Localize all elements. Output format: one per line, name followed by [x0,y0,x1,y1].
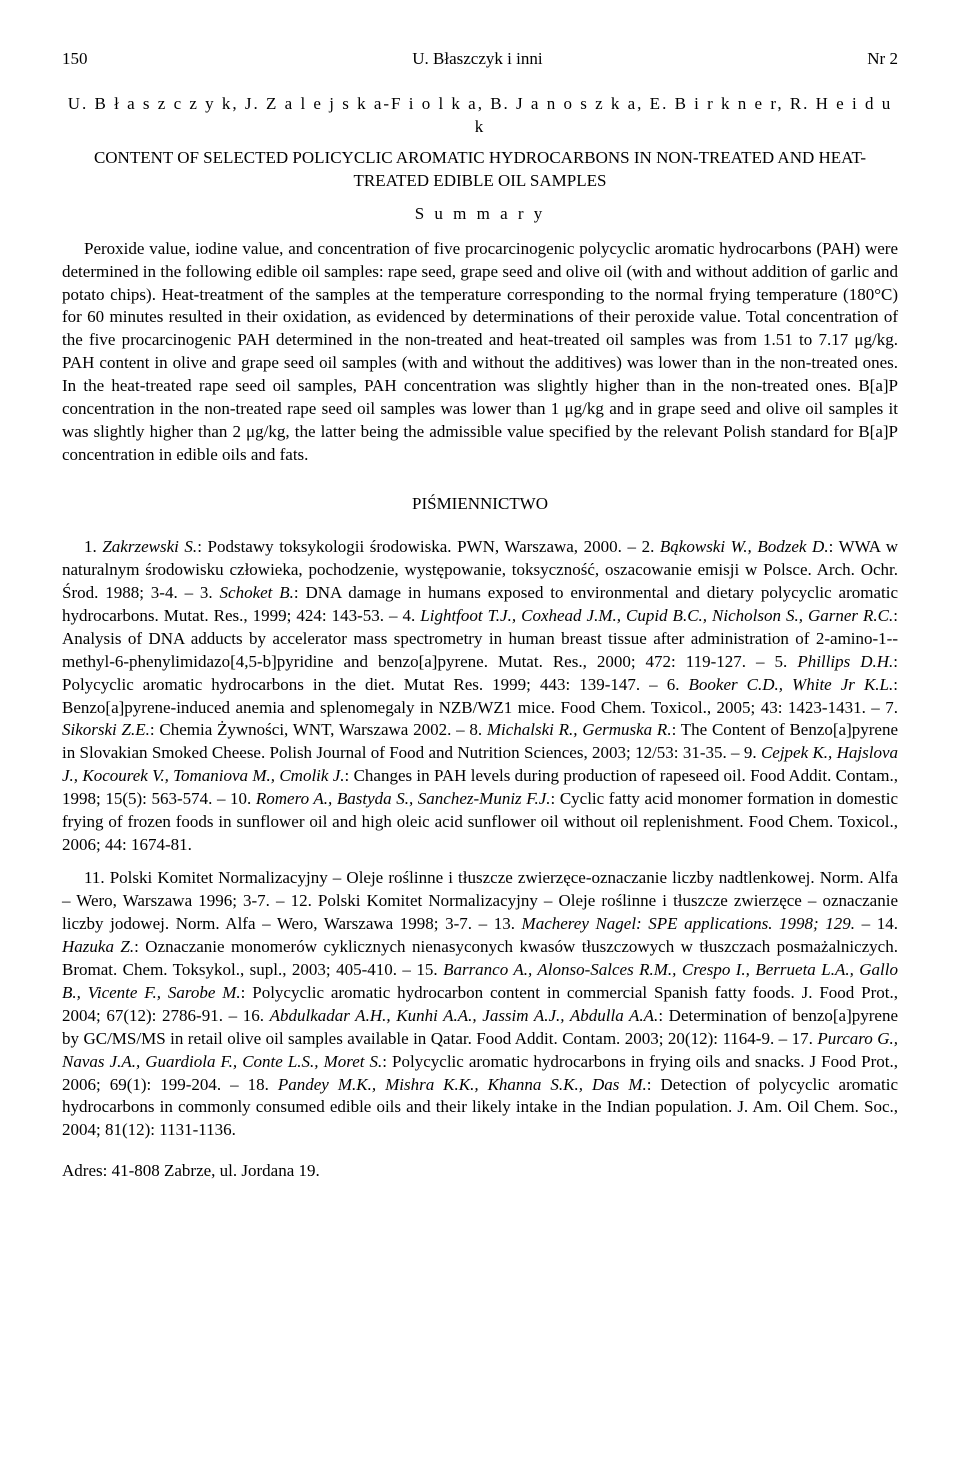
page-header: 150 U. Błaszczyk i inni Nr 2 [62,48,898,71]
page-number: 150 [62,48,88,71]
references-block-1: 1. Zakrzewski S.: Podstawy toksykologii … [62,536,898,857]
running-title: U. Błaszczyk i inni [412,48,542,71]
authors-line: U. B ł a s z c z y k, J. Z a l e j s k a… [62,93,898,139]
issue-number: Nr 2 [867,48,898,71]
abstract-paragraph: Peroxide value, iodine value, and concen… [62,238,898,467]
summary-label: S u m m a r y [62,203,898,226]
refs-heading: PIŚMIENNICTWO [62,493,898,516]
address-line: Adres: 41-808 Zabrze, ul. Jordana 19. [62,1160,898,1183]
paper-title: CONTENT OF SELECTED POLICYCLIC AROMATIC … [62,147,898,193]
references-text-2: 11. Polski Komitet Normalizacyjny – Olej… [62,868,898,1139]
references-text-1: 1. Zakrzewski S.: Podstawy toksykologii … [62,537,898,854]
references-block-2: 11. Polski Komitet Normalizacyjny – Olej… [62,867,898,1142]
address-text: Adres: 41-808 Zabrze, ul. Jordana 19. [62,1161,320,1180]
abstract-text: Peroxide value, iodine value, and concen… [62,239,898,464]
